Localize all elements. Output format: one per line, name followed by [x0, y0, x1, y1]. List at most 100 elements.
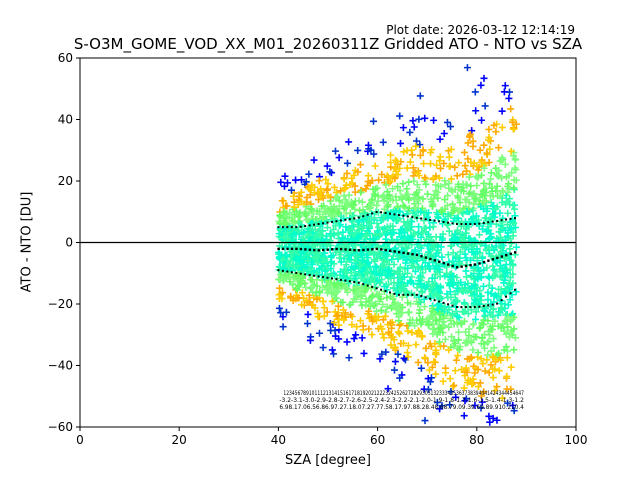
- scatter-point: [473, 181, 481, 189]
- scatter-point: [392, 207, 400, 215]
- scatter-point: [279, 289, 287, 297]
- scatter-point: [396, 374, 404, 382]
- scatter-point: [468, 218, 476, 226]
- statistic-marker: [420, 217, 423, 220]
- scatter-point: [313, 216, 321, 224]
- scatter-point: [368, 300, 376, 308]
- x-axis-label: SZA [degree]: [285, 453, 371, 468]
- scatter-point: [418, 318, 426, 326]
- statistic-marker: [464, 306, 467, 309]
- scatter-point: [400, 237, 408, 245]
- scatter-point: [492, 128, 500, 136]
- scatter-point: [417, 233, 425, 241]
- scatter-point: [510, 219, 518, 227]
- scatter-point: [280, 234, 288, 242]
- statistics-row: -3.2-3.1-3.0-2.9-2.8-2.7-2.6-2.5-2.4-2.3…: [279, 397, 524, 404]
- scatter-point: [501, 289, 509, 297]
- statistic-marker: [505, 218, 508, 221]
- scatter-point: [279, 313, 287, 321]
- scatter-point: [429, 311, 437, 319]
- scatter-point: [280, 208, 288, 216]
- statistic-marker: [335, 247, 338, 251]
- scatter-point: [341, 235, 349, 243]
- scatter-point: [311, 304, 319, 312]
- scatter-point: [469, 206, 477, 214]
- statistic-marker: [402, 293, 405, 296]
- scatter-point: [429, 281, 437, 289]
- statistic-marker: [420, 295, 423, 298]
- scatter-point: [489, 313, 497, 321]
- y-tick-label: 40: [58, 113, 73, 127]
- statistic-marker: [438, 260, 441, 263]
- scatter-point: [456, 259, 464, 267]
- scatter-point: [460, 243, 468, 251]
- scatter-point: [425, 278, 433, 286]
- statistic-marker: [496, 219, 499, 222]
- scatter-point: [379, 300, 387, 308]
- scatter-point: [485, 412, 493, 420]
- scatter-point: [303, 297, 311, 305]
- scatter-point: [481, 214, 489, 222]
- scatter-point: [361, 274, 369, 282]
- scatter-point: [472, 315, 480, 323]
- scatter-point: [293, 294, 301, 302]
- scatter-point: [450, 381, 458, 389]
- statistic-marker: [335, 278, 338, 281]
- scatter-point: [484, 338, 492, 346]
- scatter-point: [461, 307, 469, 315]
- scatter-point: [474, 275, 482, 283]
- scatter-point: [483, 228, 491, 236]
- statistic-marker: [299, 247, 303, 251]
- scatter-point: [429, 223, 437, 231]
- statistic-marker: [442, 220, 445, 223]
- scatter-point: [504, 209, 512, 217]
- scatter-point: [492, 187, 500, 195]
- statistic-marker: [339, 219, 342, 222]
- scatter-point: [335, 321, 343, 329]
- statistic-marker: [415, 293, 418, 296]
- statistic-marker: [339, 278, 342, 281]
- statistic-marker: [357, 281, 360, 284]
- scatter-point: [414, 200, 422, 208]
- statistic-marker: [415, 253, 419, 257]
- scatter-point: [355, 218, 363, 226]
- scatter-point: [346, 225, 354, 233]
- scatter-point: [479, 360, 487, 368]
- scatter-point: [409, 117, 417, 125]
- statistic-marker: [406, 252, 410, 255]
- scatter-point: [428, 250, 436, 258]
- statistic-marker: [384, 248, 387, 252]
- scatter-point: [400, 148, 408, 156]
- scatter-point: [442, 369, 450, 377]
- scatter-point: [416, 151, 424, 159]
- scatter-point: [433, 317, 441, 325]
- scatter-point: [417, 208, 425, 216]
- scatter-point: [432, 346, 440, 354]
- scatter-point: [414, 255, 422, 263]
- scatter-point: [497, 217, 505, 225]
- scatter-point: [462, 337, 470, 345]
- scatter-point: [380, 205, 388, 213]
- scatter-point: [387, 159, 395, 167]
- x-tick-label: 60: [370, 433, 385, 447]
- scatter-point: [353, 234, 361, 242]
- scatter-point: [493, 171, 501, 179]
- scatter-point: [449, 383, 457, 391]
- scatter-point: [358, 198, 366, 206]
- scatter-point: [464, 155, 472, 163]
- scatter-point: [358, 292, 366, 300]
- scatter-point: [404, 353, 412, 361]
- scatter-point: [493, 383, 501, 391]
- scatter-point: [466, 256, 474, 264]
- scatter-point: [416, 280, 424, 288]
- scatter-point: [469, 346, 477, 354]
- scatter-point: [329, 226, 337, 234]
- scatter-point: [424, 359, 432, 367]
- scatter-point: [384, 271, 392, 279]
- scatter-point: [407, 253, 415, 261]
- scatter-point: [328, 203, 336, 211]
- statistic-marker: [308, 274, 311, 277]
- statistic-marker: [317, 275, 320, 278]
- scatter-point: [342, 196, 350, 204]
- scatter-point: [331, 293, 339, 301]
